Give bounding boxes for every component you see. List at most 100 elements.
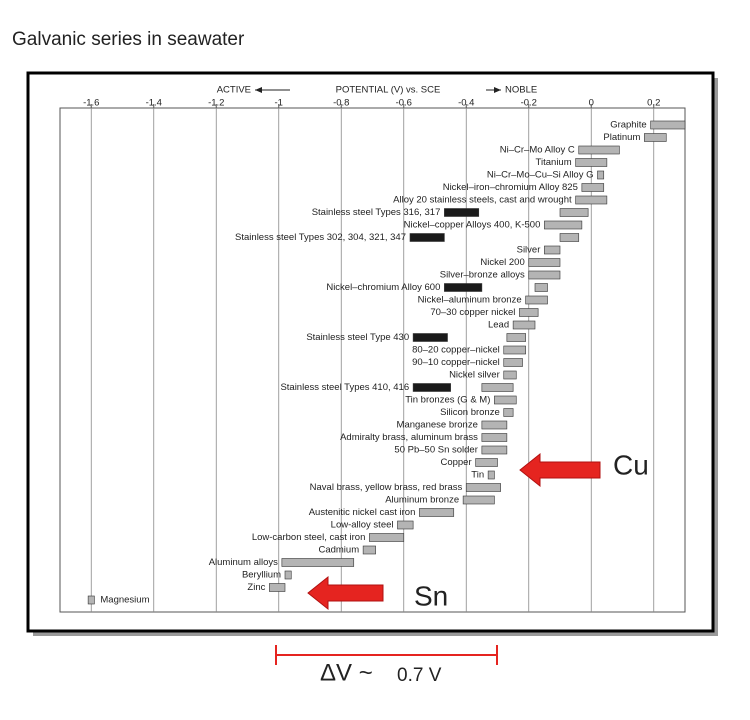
- passive-bar: [575, 195, 608, 205]
- passive-bar: [87, 595, 95, 605]
- passive-bar: [487, 470, 495, 480]
- passive-bar: [519, 308, 539, 317]
- passive-bar: [644, 133, 667, 142]
- axis-label-middle: POTENTIAL (V) vs. SCE: [336, 85, 441, 96]
- axis-arrow-head: [494, 87, 501, 93]
- x-tick-label: -1: [275, 98, 283, 109]
- x-tick-label: -1.2: [208, 98, 224, 109]
- passive-bar: [575, 158, 608, 167]
- material-label: 90–10 copper–nickel: [412, 357, 500, 368]
- material-label: Beryllium: [242, 570, 281, 581]
- material-label: Stainless steel Types 316, 317: [312, 207, 441, 218]
- active-bar: [444, 283, 483, 292]
- passive-bar: [397, 520, 414, 530]
- passive-bar: [419, 508, 455, 517]
- passive-bar: [534, 283, 548, 292]
- passive-bar: [481, 445, 508, 455]
- passive-bar: [506, 333, 526, 342]
- material-label: Alloy 20 stainless steels, cast and wrou…: [393, 195, 572, 206]
- passive-bar: [475, 458, 498, 467]
- material-label: Stainless steel Types 410, 416: [280, 382, 409, 393]
- material-label: Aluminum alloys: [209, 557, 278, 568]
- material-label: Ni–Cr–Mo–Cu–Si Alloy G: [487, 170, 594, 181]
- material-label: Magnesium: [100, 595, 149, 606]
- axis-arrow-head: [255, 87, 262, 93]
- plot-area: [59, 107, 686, 613]
- material-label: Zinc: [247, 582, 265, 593]
- material-label: Platinum: [603, 132, 640, 143]
- delta-value: 0.7 V: [397, 665, 442, 686]
- material-label: Titanium: [536, 157, 572, 168]
- material-label: Nickel–copper Alloys 400, K-500: [404, 220, 541, 231]
- axis-label-left: ACTIVE: [217, 85, 251, 96]
- passive-bar: [284, 570, 292, 580]
- active-bar: [412, 383, 451, 392]
- passive-bar: [503, 408, 514, 417]
- material-label: Manganese bronze: [397, 420, 478, 431]
- passive-bar: [369, 533, 405, 542]
- material-label: Tin: [471, 470, 484, 481]
- material-label: Low-alloy steel: [331, 520, 394, 531]
- x-tick-label: -0.8: [333, 98, 349, 109]
- passive-bar: [544, 220, 583, 230]
- passive-bar: [281, 558, 355, 567]
- x-tick-label: -0.6: [396, 98, 412, 109]
- passive-bar: [597, 170, 605, 180]
- x-tick-label: -0.4: [458, 98, 474, 109]
- active-bar: [412, 333, 448, 342]
- passive-bar: [481, 420, 508, 430]
- passive-bar: [528, 270, 561, 280]
- passive-bar: [269, 583, 286, 592]
- material-label: Low-carbon steel, cast iron: [252, 532, 366, 543]
- axis-label-right: NOBLE: [505, 85, 537, 96]
- passive-bar: [559, 233, 580, 242]
- passive-bar: [503, 370, 517, 380]
- cu-arrow: [519, 452, 601, 488]
- material-label: Nickel silver: [449, 370, 500, 381]
- material-label: Austenitic nickel cast iron: [309, 507, 416, 518]
- passive-bar: [512, 320, 536, 330]
- material-label: Nickel–iron–chromium Alloy 825: [443, 182, 578, 193]
- delta-label: ΔV ~: [320, 659, 373, 686]
- plot: -1.6 -1.4 -1.2 -1 -0.8 -0.6 -0.4 -0.2 0 0.2Graphi…: [83, 98, 686, 612]
- passive-bar: [494, 395, 517, 405]
- x-tick-label: -1.6: [83, 98, 99, 109]
- material-label: Stainless steel Type 430: [306, 332, 409, 343]
- passive-bar: [525, 295, 548, 305]
- passive-bar: [362, 545, 376, 555]
- material-label: Nickel–aluminum bronze: [418, 295, 522, 306]
- material-label: Copper: [440, 457, 471, 468]
- material-label: Silicon bronze: [440, 407, 500, 418]
- material-label: Nickel–chromium Alloy 600: [326, 282, 440, 293]
- passive-bar: [462, 495, 495, 505]
- material-label: Stainless steel Types 302, 304, 321, 347: [235, 232, 406, 243]
- passive-bar: [503, 358, 523, 367]
- passive-bar: [481, 383, 514, 392]
- active-bar: [444, 208, 480, 217]
- material-label: Silver: [517, 245, 541, 256]
- passive-bar: [481, 433, 508, 442]
- sn-arrow: [307, 575, 384, 611]
- passive-bar: [559, 208, 589, 217]
- passive-bar: [578, 145, 620, 155]
- x-tick-label: -1.4: [146, 98, 162, 109]
- material-label: Ni–Cr–Mo Alloy C: [500, 145, 575, 156]
- material-label: Admiralty brass, aluminum brass: [340, 432, 478, 443]
- passive-bar: [650, 120, 686, 130]
- passive-bar: [544, 245, 561, 255]
- material-label: Aluminum bronze: [385, 495, 459, 506]
- x-tick-label: -0.2: [521, 98, 537, 109]
- material-label: Silver–bronze alloys: [440, 270, 525, 281]
- material-label: Lead: [488, 320, 509, 331]
- passive-bar: [465, 483, 501, 492]
- sn-label: Sn: [414, 580, 448, 611]
- material-label: Cadmium: [318, 545, 359, 556]
- material-label: 80–20 copper–nickel: [412, 345, 500, 356]
- material-label: Tin bronzes (G & M): [405, 395, 490, 406]
- x-tick-label: 0.2: [647, 98, 660, 109]
- material-label: 70–30 copper nickel: [430, 307, 515, 318]
- passive-bar: [528, 258, 561, 267]
- material-label: Naval brass, yellow brass, red brass: [310, 482, 463, 493]
